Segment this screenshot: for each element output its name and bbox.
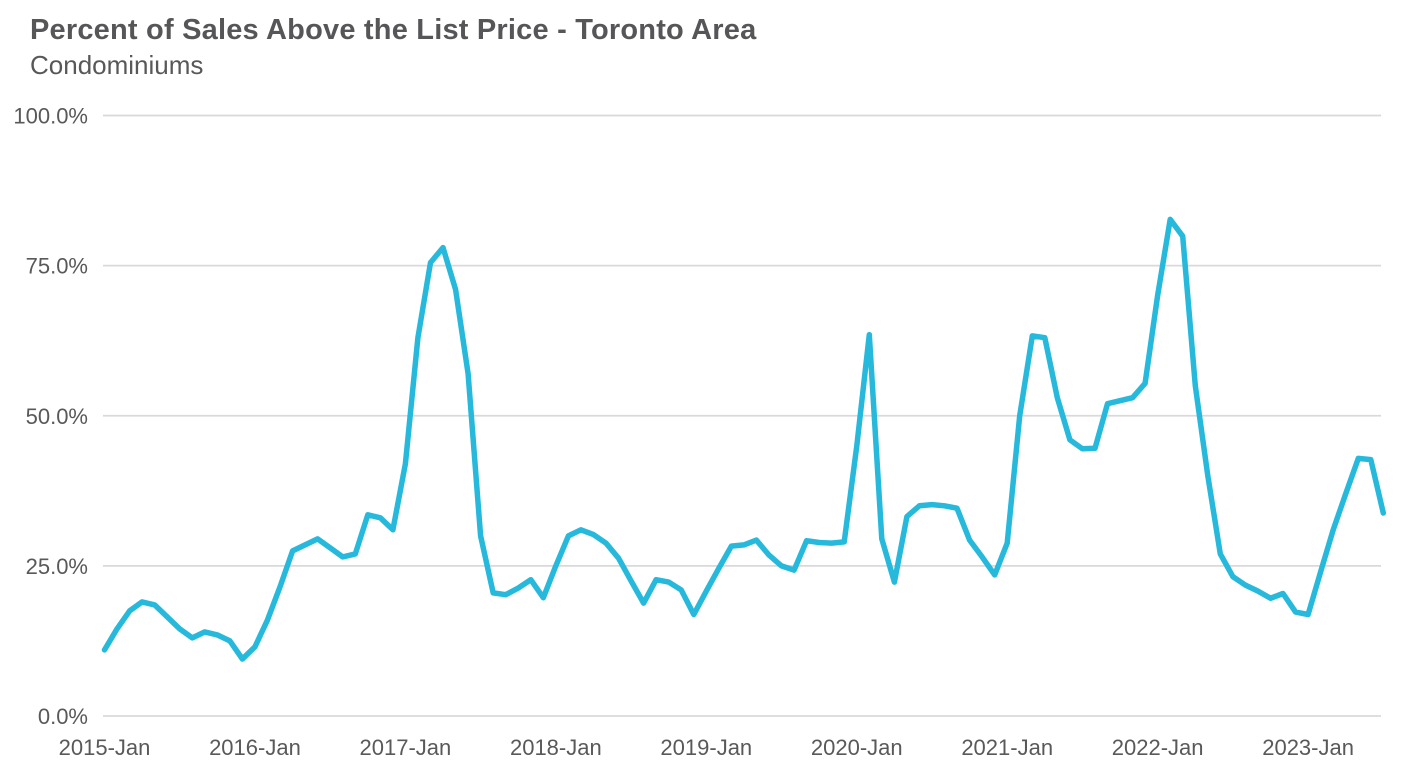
chart-subtitle: Condominiums	[30, 50, 204, 80]
y-axis-tick-label: 100.0%	[13, 104, 88, 129]
y-axis-tick-label: 25.0%	[26, 554, 88, 579]
x-axis-tick-label: 2017-Jan	[360, 735, 452, 760]
x-axis-tick-label: 2023-Jan	[1262, 735, 1354, 760]
chart-title: Percent of Sales Above the List Price - …	[30, 14, 757, 46]
x-axis-tick-label: 2016-Jan	[209, 735, 301, 760]
x-axis-tick-label: 2018-Jan	[510, 735, 602, 760]
x-axis-tick-label: 2020-Jan	[811, 735, 903, 760]
y-axis-tick-label: 50.0%	[26, 404, 88, 429]
x-axis-tick-label: 2019-Jan	[660, 735, 752, 760]
x-axis-tick-label: 2015-Jan	[59, 735, 151, 760]
x-axis-tick-label: 2022-Jan	[1112, 735, 1204, 760]
x-axis-tick-label: 2021-Jan	[961, 735, 1053, 760]
y-axis-tick-label: 0.0%	[38, 704, 88, 729]
y-axis-tick-label: 75.0%	[26, 254, 88, 279]
data-series-line	[101, 216, 1387, 662]
